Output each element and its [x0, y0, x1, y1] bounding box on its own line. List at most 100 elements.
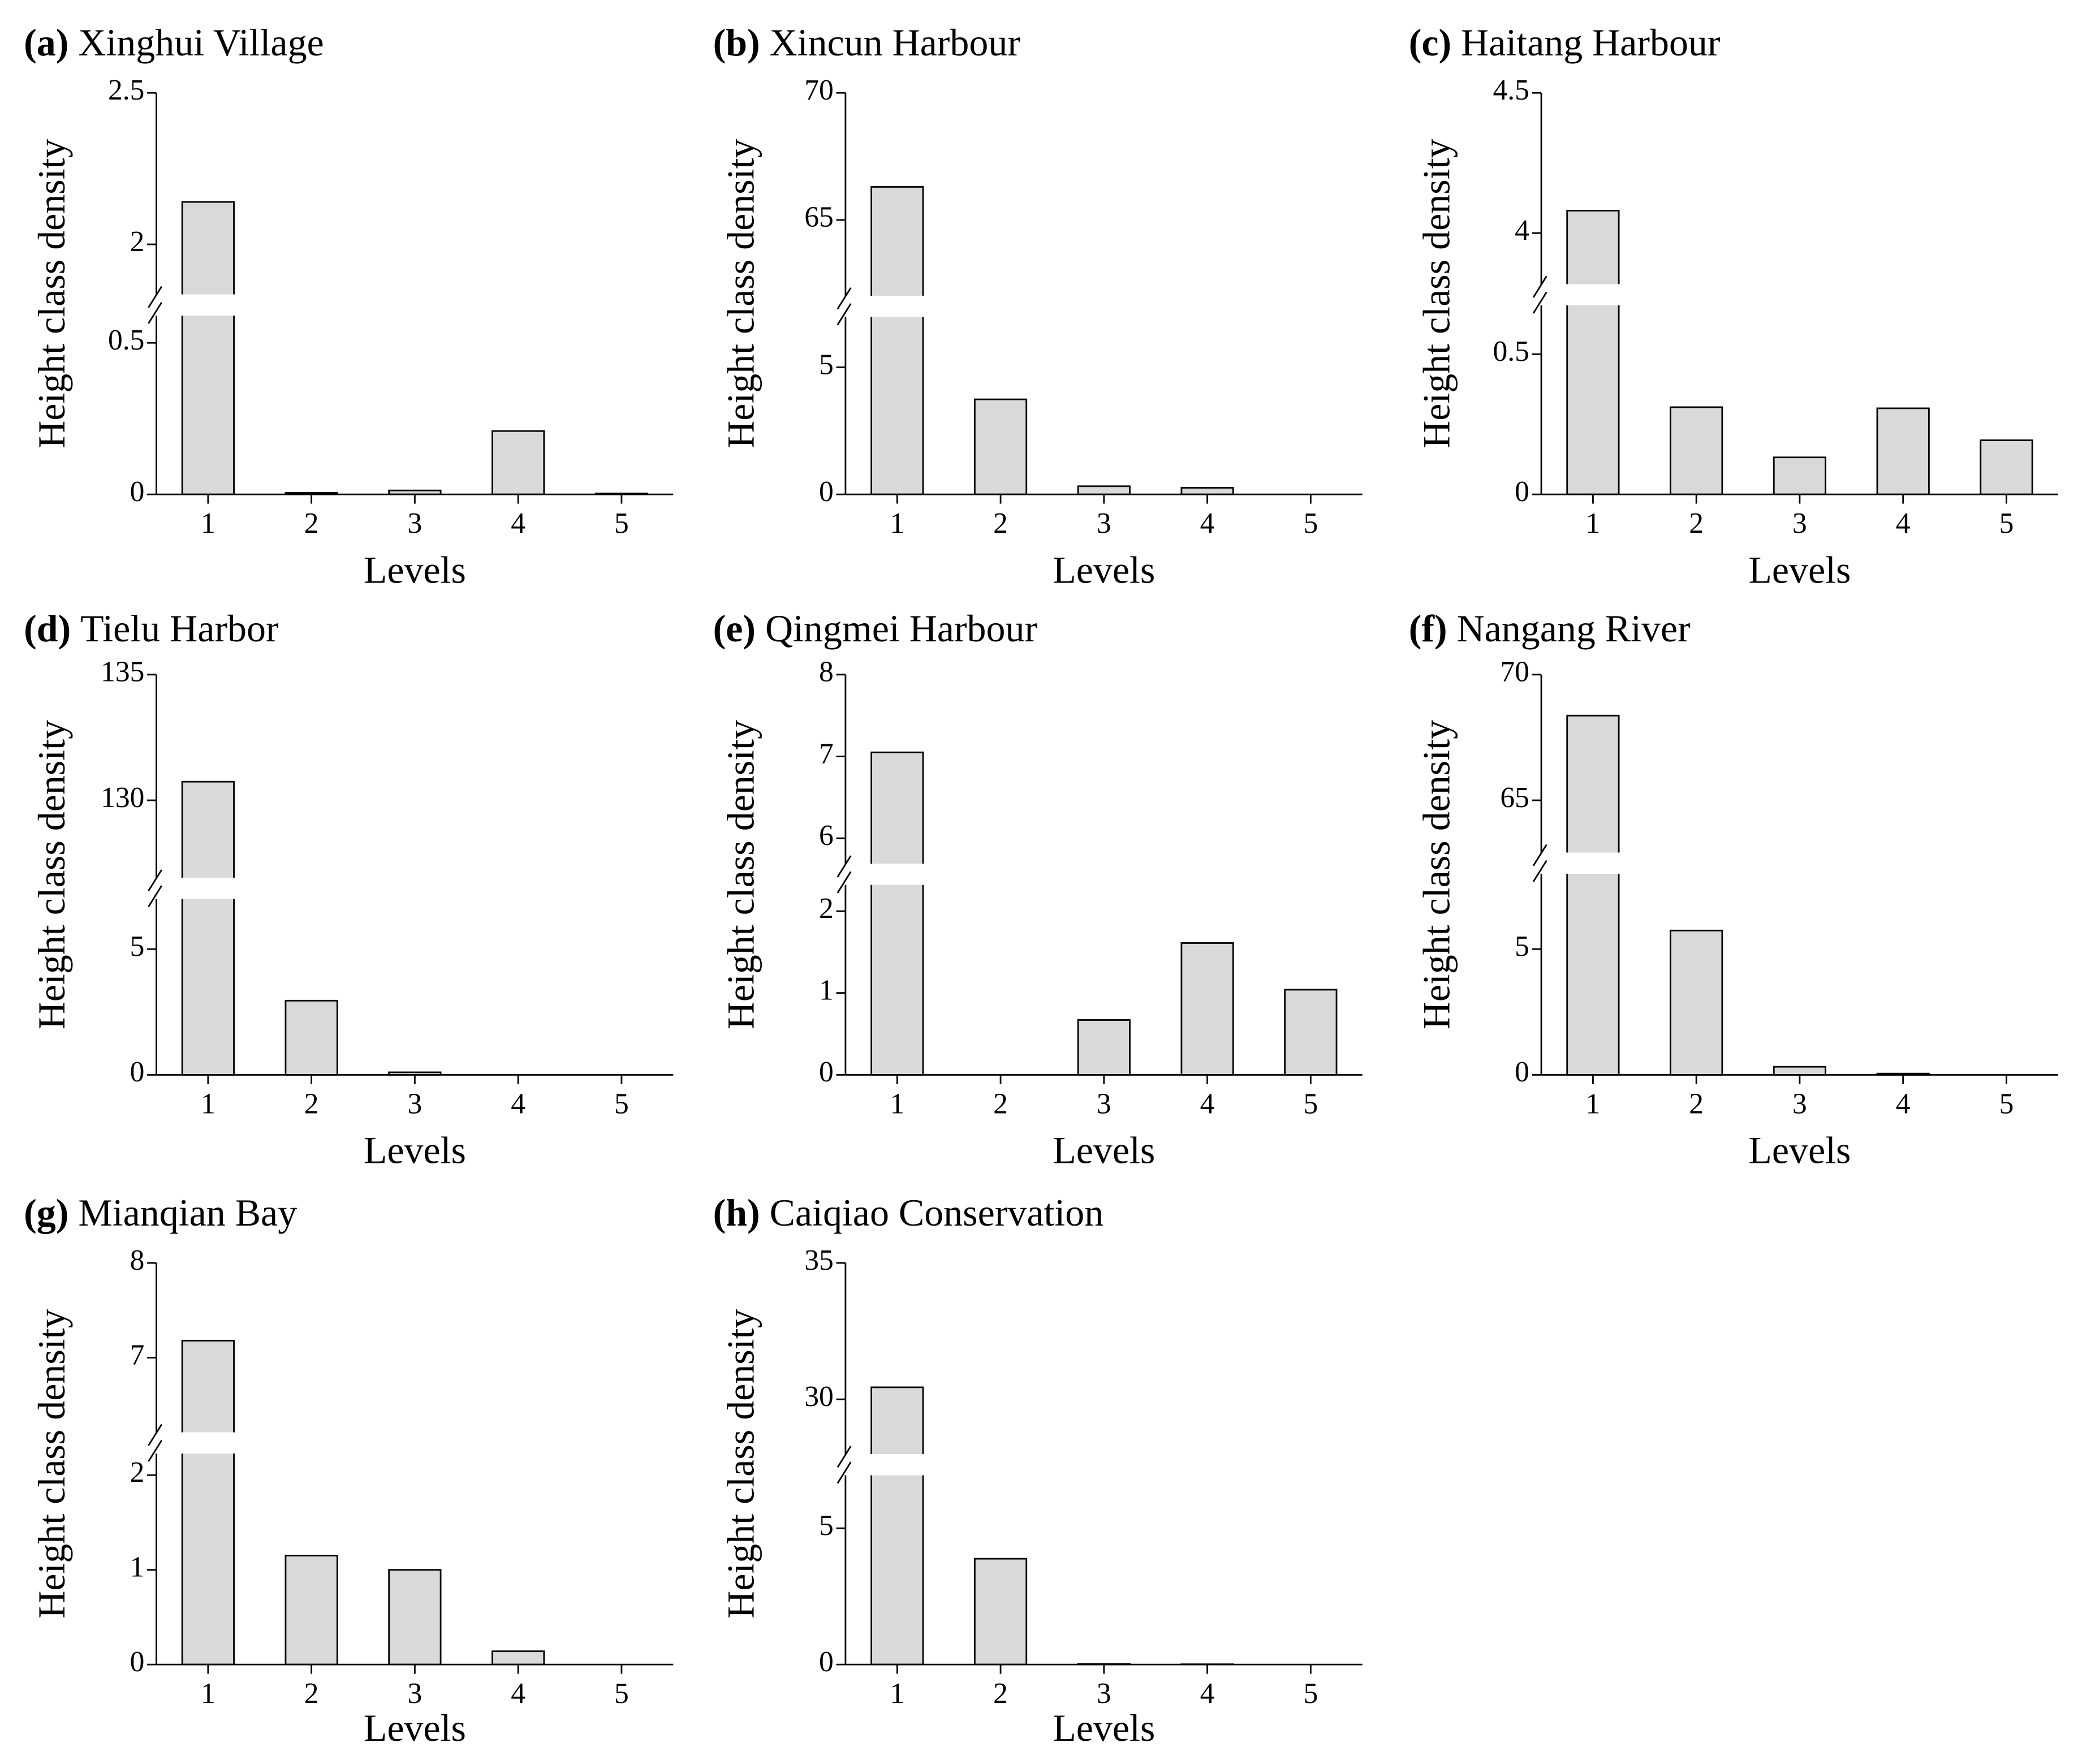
y-tick-label: 4.5	[1493, 74, 1529, 106]
y-tick-label: 5	[130, 930, 145, 963]
x-tick-label: 3	[408, 1677, 423, 1710]
axis-break-mark	[837, 871, 852, 894]
x-tick-label: 1	[890, 1088, 904, 1120]
bar	[870, 1386, 924, 1666]
x-tick-label: 1	[1586, 507, 1601, 540]
y-axis-label: Height class density	[719, 1309, 762, 1619]
panel-title: (f) Nangang River	[1409, 606, 1691, 649]
y-tick-label: 2.5	[108, 74, 144, 106]
bar	[973, 1558, 1028, 1666]
y-axis-label: Height class density	[30, 1309, 73, 1619]
panel-space	[68, 21, 78, 64]
axis-break-gap	[145, 1432, 636, 1454]
axis-break-gap	[835, 1454, 1326, 1476]
panel-space	[760, 1191, 770, 1234]
y-tick-label: 0	[1515, 1056, 1529, 1088]
y-tick-label: 6	[819, 820, 834, 852]
bar	[1566, 210, 1620, 495]
bar	[1077, 1019, 1131, 1076]
panel-name: Qingmei Harbour	[765, 606, 1037, 649]
y-axis-label: Height class density	[719, 139, 762, 448]
axis-break-mark	[837, 1446, 852, 1468]
x-tick-label: 4	[1200, 1677, 1215, 1710]
bar	[1670, 406, 1723, 495]
y-tick-label: 2	[130, 226, 145, 258]
y-tick-label: 1	[130, 1551, 145, 1583]
y-tick-label: 2	[130, 1456, 145, 1489]
y-tick-label: 130	[101, 782, 144, 814]
y-tick-label: 0	[819, 476, 834, 508]
x-tick-label: 4	[511, 507, 525, 540]
x-tick-label: 4	[511, 1088, 525, 1120]
panel-space	[71, 606, 80, 649]
panel-label: (e)	[713, 606, 756, 649]
panel-space	[756, 606, 765, 649]
x-tick-label: 3	[1097, 1088, 1111, 1120]
axis-break-mark	[837, 303, 852, 326]
y-tick-label: 0	[130, 476, 145, 508]
y-tick-label: 70	[1500, 656, 1529, 688]
x-tick-label: 3	[1097, 1677, 1111, 1710]
x-tick-label: 4	[1200, 507, 1215, 540]
bar	[181, 780, 235, 1076]
y-tick-label: 0	[1515, 476, 1529, 508]
y-tick-label: 7	[130, 1339, 145, 1371]
y-tick-label: 65	[1500, 782, 1529, 814]
axis-break-mark	[1532, 860, 1547, 882]
bar	[1284, 989, 1338, 1076]
x-tick-label: 5	[1303, 1677, 1318, 1710]
panel-label: (a)	[24, 21, 68, 64]
x-tick-label: 3	[408, 507, 423, 540]
panel-name: Xincun Harbour	[770, 21, 1021, 64]
bar	[284, 999, 338, 1076]
panel-title: (b) Xincun Harbour	[713, 21, 1021, 64]
x-tick-label: 3	[1097, 507, 1111, 540]
panel-space	[1451, 21, 1461, 64]
x-tick-label: 5	[1999, 1088, 2014, 1120]
bar	[1077, 485, 1131, 495]
axis-break-mark	[837, 1461, 852, 1484]
axis-break-mark	[148, 1439, 163, 1462]
panel-label: (b)	[713, 21, 760, 64]
axis-break-mark	[837, 287, 852, 310]
axis-break-mark	[148, 869, 163, 892]
bar	[973, 398, 1028, 495]
bar	[1773, 1066, 1827, 1076]
axis-break-gap	[835, 864, 1326, 885]
bar	[1773, 456, 1827, 495]
axis-break-gap	[1531, 284, 2021, 305]
x-tick-label: 2	[304, 1677, 319, 1710]
x-tick-label: 1	[1586, 1088, 1601, 1120]
y-tick-label: 0	[819, 1056, 834, 1088]
x-tick-label: 1	[890, 507, 904, 540]
x-tick-label: 4	[1200, 1088, 1215, 1120]
y-tick-label: 0	[130, 1056, 145, 1088]
x-tick-label: 5	[614, 507, 629, 540]
x-tick-label: 2	[993, 1088, 1008, 1120]
x-tick-label: 3	[1792, 1088, 1807, 1120]
x-tick-label: 5	[1999, 507, 2014, 540]
bar	[284, 1555, 338, 1666]
bar	[181, 201, 235, 495]
x-axis-label: Levels	[364, 548, 466, 591]
bar	[1566, 714, 1620, 1076]
bar	[492, 1650, 545, 1666]
axis-break-mark	[148, 286, 163, 308]
axis-break-gap	[835, 295, 1326, 317]
axis-break-mark	[148, 885, 163, 908]
bar	[181, 1340, 235, 1666]
x-axis-label: Levels	[364, 1129, 466, 1172]
x-axis-label: Levels	[1053, 548, 1155, 591]
panel-label: (c)	[1409, 21, 1451, 64]
panel-title: (a) Xinghui Village	[24, 21, 324, 64]
y-tick-label: 30	[804, 1381, 834, 1413]
axis-break-gap	[145, 877, 636, 899]
panel-space	[760, 21, 770, 64]
panel-title: (c) Haitang Harbour	[1409, 21, 1721, 64]
x-tick-label: 1	[201, 1088, 215, 1120]
axis-break-mark	[148, 1424, 163, 1446]
y-tick-label: 7	[819, 737, 834, 770]
y-tick-label: 8	[819, 656, 834, 688]
